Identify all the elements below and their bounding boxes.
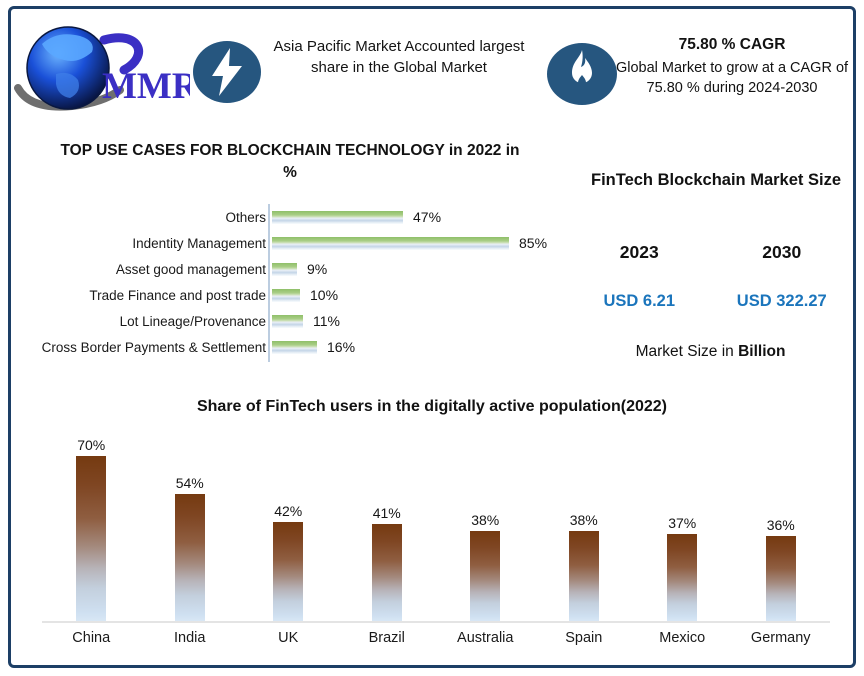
asia-pacific-note: Asia Pacific Market Accounted largest sh… — [273, 38, 525, 76]
country-bar — [76, 456, 107, 621]
country-bar — [273, 522, 304, 621]
lightning-icon — [193, 41, 261, 103]
use-case-bar-zone: 9% — [272, 261, 327, 277]
mmr-logo: MMR — [14, 26, 190, 111]
country-bar-value: 36% — [766, 517, 795, 533]
country-bar-value: 37% — [668, 515, 697, 531]
market-size-years: 2023 2030 — [568, 242, 853, 263]
market-size-year-2023: 2023 — [619, 242, 659, 262]
country-column: 38% — [535, 512, 634, 621]
globe-continent — [42, 34, 93, 61]
use-case-value: 16% — [327, 339, 356, 355]
country-column: 41% — [338, 505, 437, 621]
use-case-row: Cross Border Payments & Settlement 16% — [28, 334, 553, 360]
market-size-title: FinTech Blockchain Market Size — [590, 171, 841, 189]
use-case-label: Indentity Management — [132, 235, 266, 251]
country-bar — [568, 531, 599, 621]
use-case-label: Lot Lineage/Provenance — [119, 313, 266, 329]
country-label: Germany — [750, 630, 811, 646]
globe-continent — [56, 72, 79, 98]
cagr-note: Global Market to grow at a CAGR of 75.80… — [615, 60, 849, 96]
use-case-bar — [272, 340, 317, 354]
country-bar-value: 42% — [274, 503, 303, 519]
market-size-value-2030: USD 322.27 — [736, 292, 827, 310]
country-label: Australia — [457, 630, 514, 646]
country-label: Mexico — [659, 630, 706, 646]
use-case-row: Trade Finance and post trade 10% — [28, 282, 553, 308]
users-chart: 70% 54% 42% 41% 38% 38% 37% 36% — [42, 432, 830, 623]
use-case-value: 47% — [413, 209, 442, 225]
use-case-bar-zone: 11% — [272, 313, 340, 329]
use-case-bar-zone: 16% — [272, 339, 355, 355]
usecase-chart-axis — [268, 204, 270, 362]
country-column: 36% — [732, 517, 831, 621]
country-column: 38% — [436, 512, 535, 621]
country-label: China — [72, 630, 111, 646]
use-case-row: Asset good management 9% — [28, 256, 553, 282]
country-bar-value: 54% — [175, 475, 204, 491]
use-case-bar — [272, 236, 509, 250]
market-size-values: USD 6.21 USD 322.27 — [568, 292, 853, 311]
country-bar-value: 41% — [372, 505, 401, 521]
cagr-title: 75.80 % CAGR — [678, 36, 786, 53]
country-bar-value: 70% — [77, 437, 106, 453]
logo-text: MMR — [102, 66, 190, 107]
users-chart-title: Share of FinTech users in the digitally … — [196, 398, 668, 415]
use-case-label: Others — [225, 209, 266, 225]
country-label: Spain — [565, 630, 603, 646]
use-case-row: Lot Lineage/Provenance 11% — [28, 308, 553, 334]
country-bar — [371, 524, 402, 621]
use-case-row: Others 47% — [28, 204, 553, 230]
use-case-row: Indentity Management 85% — [28, 230, 553, 256]
market-size-note-prefix: Market Size in — [635, 343, 739, 360]
country-bar — [470, 531, 501, 621]
use-case-value: 10% — [310, 287, 339, 303]
cagr-block: 75.80 % CAGR Global Market to grow at a … — [612, 36, 852, 98]
use-case-bar — [272, 314, 303, 328]
market-size-note-unit: Billion — [738, 343, 786, 360]
globe-outline — [26, 26, 110, 110]
use-case-label: Cross Border Payments & Settlement — [41, 339, 266, 355]
country-label: UK — [278, 630, 299, 646]
use-case-value: 11% — [313, 313, 340, 329]
usecase-chart: Others 47% Indentity Management 85% Asset go… — [28, 204, 553, 360]
market-size-year-2030: 2030 — [762, 242, 802, 262]
use-case-label: Asset good management — [115, 261, 266, 277]
flame-icon — [547, 43, 617, 105]
country-column: 54% — [141, 475, 240, 621]
use-case-bar-zone: 85% — [272, 235, 547, 251]
use-case-bar-zone: 47% — [272, 209, 441, 225]
use-case-value: 85% — [519, 235, 548, 251]
country-bar — [174, 494, 205, 621]
country-label: India — [174, 630, 206, 646]
country-label: Brazil — [368, 630, 405, 646]
use-case-value: 9% — [307, 261, 328, 277]
use-case-bar — [272, 262, 297, 276]
use-case-label: Trade Finance and post trade — [89, 287, 266, 303]
use-case-bar — [272, 288, 300, 302]
market-size-note: Market Size in Billion — [568, 343, 853, 361]
country-column: 42% — [239, 503, 338, 621]
use-case-bar — [272, 210, 403, 224]
country-bar-value: 38% — [471, 512, 500, 528]
country-bar — [667, 534, 698, 621]
use-case-bar-zone: 10% — [272, 287, 338, 303]
users-chart-labels: China India UK Brazil Australia Spain Mexico Ge… — [42, 630, 830, 646]
logo-swoosh-blue — [99, 33, 144, 75]
country-column: 37% — [633, 515, 732, 621]
market-size-value-2023: USD 6.21 — [603, 292, 676, 310]
country-column: 70% — [42, 437, 141, 621]
country-bar — [765, 536, 796, 621]
country-bar-value: 38% — [569, 512, 598, 528]
usecase-chart-title: TOP USE CASES FOR BLOCKCHAIN TECHNOLOGY … — [60, 142, 520, 181]
